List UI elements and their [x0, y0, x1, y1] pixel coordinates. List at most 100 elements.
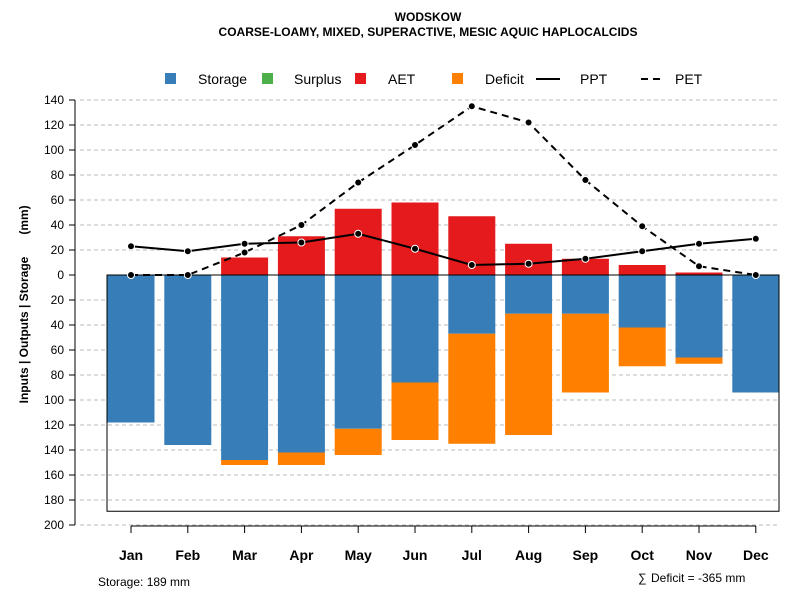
chart-title: WODSKOW — [395, 10, 462, 24]
legend-label: Storage — [198, 71, 247, 87]
y-tick-label: 140 — [44, 443, 64, 457]
ppt-point — [751, 234, 760, 243]
storage-bar — [505, 275, 553, 314]
ppt-point — [297, 238, 306, 247]
y-tick-label: 80 — [51, 168, 65, 182]
storage-bar — [221, 275, 269, 460]
ppt-point — [524, 259, 533, 268]
deficit-bar — [221, 460, 269, 465]
ppt-point — [240, 239, 249, 248]
aet-bar — [221, 257, 269, 275]
legend-swatch — [262, 73, 273, 84]
x-tick-label: Oct — [631, 547, 655, 563]
deficit-bar — [505, 313, 553, 435]
pet-point — [638, 222, 647, 231]
legend-item-surplus: Surplus — [262, 71, 341, 87]
deficit-bar — [618, 327, 666, 367]
storage-bar — [107, 275, 155, 423]
pet-point — [127, 271, 135, 279]
pet-point — [240, 248, 249, 257]
ppt-point — [638, 247, 647, 256]
ppt-point — [127, 242, 135, 251]
legend-item-ppt: PPT — [536, 71, 608, 87]
y-tick-label: 80 — [51, 368, 65, 382]
storage-bar — [448, 275, 496, 334]
ppt-line — [130, 232, 756, 267]
bars — [107, 202, 780, 465]
y-tick-label: 60 — [51, 193, 65, 207]
deficit-bar — [561, 313, 609, 393]
sum-symbol: ∑ — [638, 571, 647, 585]
aet-bar — [561, 258, 609, 275]
y-axis-label: Inputs | Outputs | Storage — [17, 256, 31, 403]
deficit-bar — [334, 428, 382, 455]
storage-footnote: Storage: 189 mm — [98, 575, 190, 589]
aet-bar — [618, 265, 666, 275]
deficit-bar — [448, 333, 496, 444]
deficit-footnote: Deficit = -365 mm — [651, 571, 745, 585]
deficit-bar — [277, 452, 325, 465]
storage-bar — [164, 275, 212, 445]
legend-swatch — [452, 73, 463, 84]
y-tick-label: 20 — [51, 293, 65, 307]
legend-label: AET — [388, 71, 416, 87]
pet-point — [467, 102, 476, 111]
x-tick-label: May — [345, 547, 372, 563]
x-axis: Jan Feb Mar Apr May Jun Jul Aug Sep Oct Nov Dec — [119, 525, 769, 563]
pet-point — [354, 178, 363, 187]
ppt-point — [695, 239, 703, 248]
x-tick-label: Mar — [232, 547, 257, 563]
pet-point — [297, 221, 306, 229]
legend-item-aet: AET — [355, 71, 416, 87]
pet-point — [524, 118, 533, 127]
storage-bar — [561, 275, 609, 314]
y-tick-label: 100 — [44, 393, 64, 407]
ppt-point — [183, 247, 192, 256]
y-tick-label: 20 — [51, 243, 65, 257]
legend-swatch — [165, 73, 176, 84]
storage-bar — [277, 275, 325, 453]
legend-label: PPT — [580, 71, 608, 87]
x-tick-label: Dec — [743, 547, 769, 563]
y-tick-label: 0 — [57, 268, 64, 282]
x-tick-label: Feb — [175, 547, 200, 563]
x-tick-label: Jan — [119, 547, 143, 563]
y-tick-label: 60 — [51, 343, 65, 357]
aet-bar — [334, 208, 382, 275]
series-lines — [127, 102, 760, 279]
pet-point — [183, 271, 192, 279]
deficit-bar — [675, 357, 723, 364]
x-tick-label: Apr — [289, 547, 314, 563]
y-tick-label: 40 — [51, 218, 65, 232]
pet-line — [131, 105, 756, 276]
y-tick-label: 100 — [44, 143, 64, 157]
y-tick-label: 120 — [44, 418, 64, 432]
pet-point — [411, 141, 419, 149]
ppt-point — [467, 261, 476, 269]
deficit-bar — [391, 382, 439, 440]
y-tick-label: 140 — [44, 93, 64, 107]
pet-point — [581, 176, 590, 184]
legend: Storage Surplus AET Deficit PPT PET — [165, 71, 703, 87]
chart-subtitle: COARSE-LOAMY, MIXED, SUPERACTIVE, MESIC … — [219, 25, 638, 39]
legend-item-deficit: Deficit — [452, 71, 524, 87]
legend-label: Surplus — [294, 71, 341, 87]
storage-bar — [391, 275, 439, 383]
legend-item-pet: PET — [641, 71, 703, 87]
x-tick-label: Nov — [686, 547, 713, 563]
ppt-point — [354, 229, 363, 238]
legend-label: Deficit — [485, 71, 524, 87]
legend-label: PET — [675, 71, 703, 87]
legend-swatch — [355, 73, 366, 84]
aet-bar — [505, 243, 553, 275]
y-tick-label: 160 — [44, 468, 64, 482]
x-tick-label: Sep — [573, 547, 599, 563]
y-tick-label: 180 — [44, 493, 64, 507]
ppt-point — [411, 244, 419, 253]
aet-bar — [675, 272, 723, 275]
pet-point — [695, 262, 703, 271]
pet-point — [751, 271, 760, 279]
legend-item-storage: Storage — [165, 71, 247, 87]
y-axis-unit: (mm) — [17, 205, 31, 234]
